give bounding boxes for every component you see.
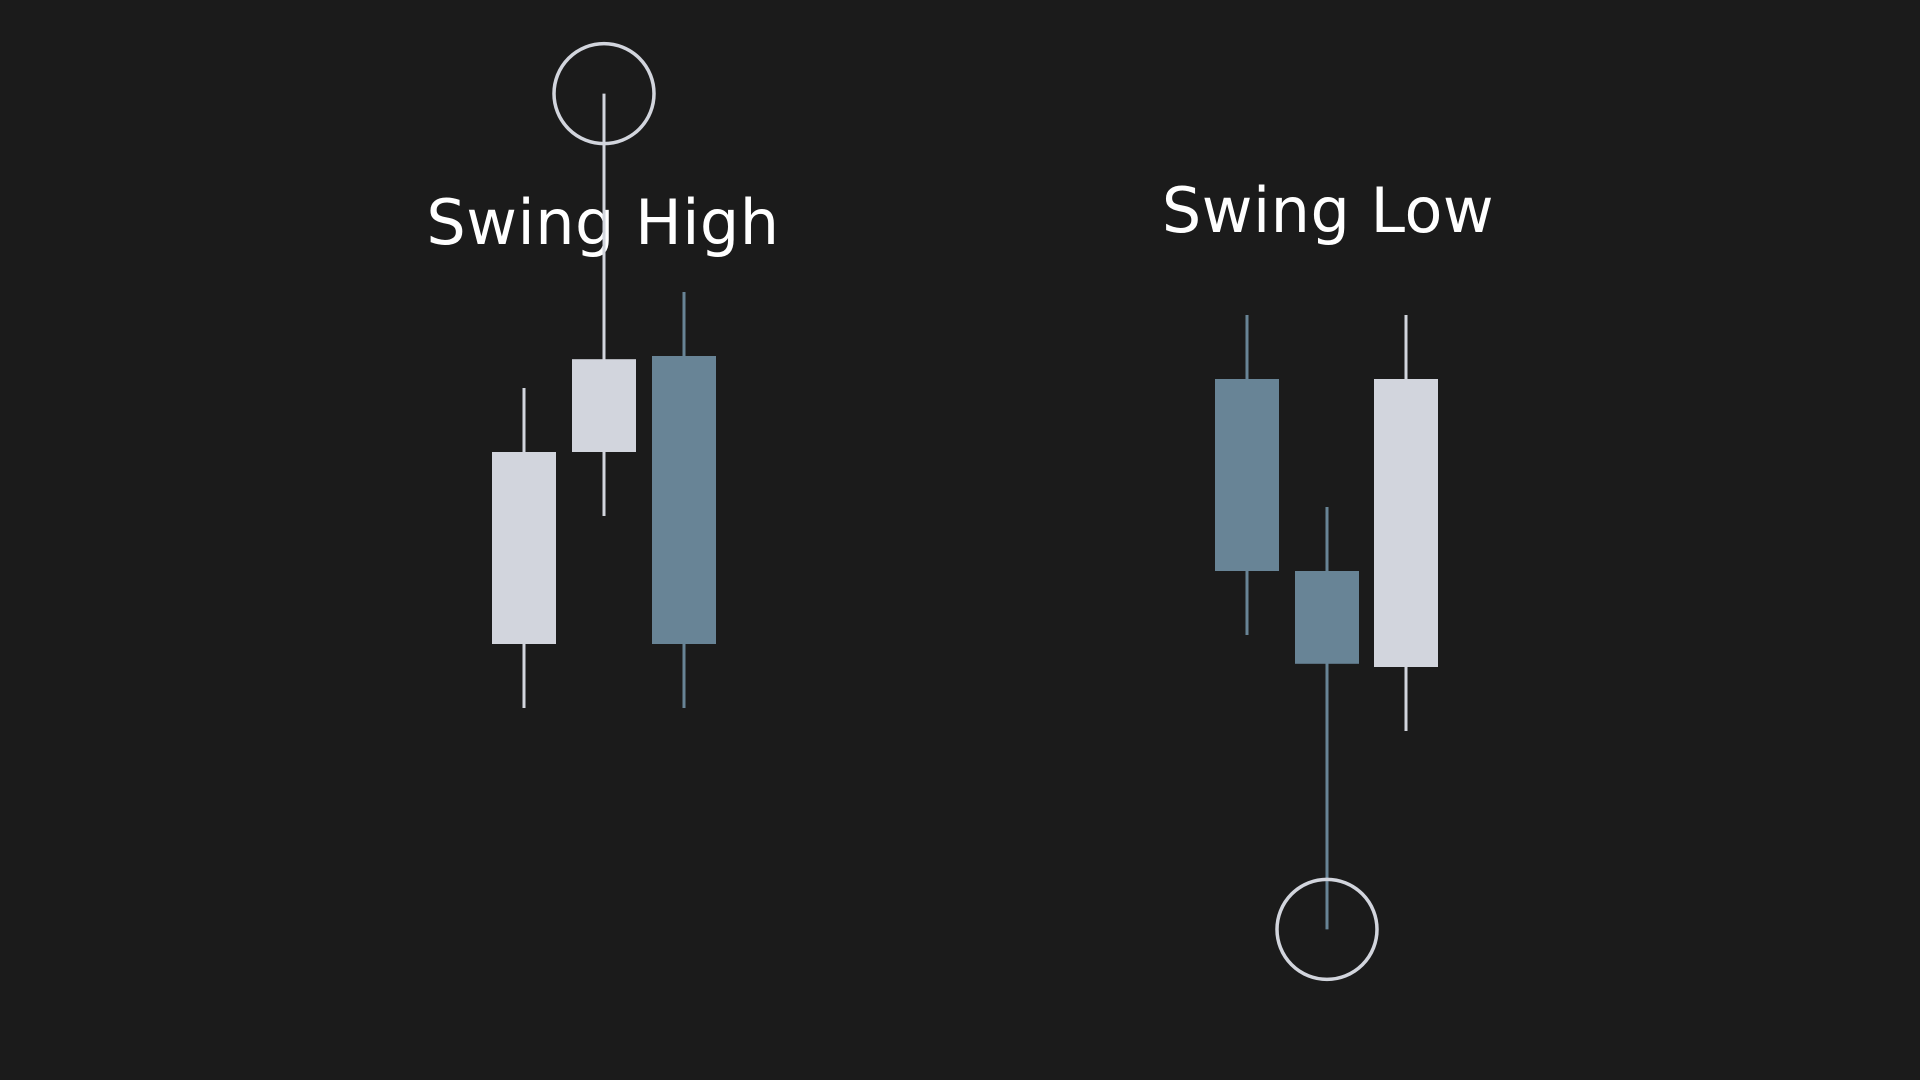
swing-low-candle-2 [1295,507,1359,930]
swing-low-candle-1 [1215,315,1279,635]
swing-high-candles [492,41,716,708]
swing-low-candle-1-body [1215,379,1279,571]
swing-low-candles [1215,315,1438,982]
swing-high-candle-3 [652,292,716,708]
swing-low-candle-3-body [1374,379,1438,667]
swing-high-candle-2-body [572,359,636,452]
swing-low-marker-circle [1275,877,1379,982]
swing-high-candle-3-body [652,356,716,644]
swing-low-title: Swing Low [1161,174,1495,247]
swing-low-candle-2-body [1295,571,1359,664]
swing-high-marker-circle [552,41,656,146]
swing-high-candle-2 [572,93,636,516]
swing-high-candle-1 [492,388,556,708]
swing-high-candle-1-body [492,452,556,644]
swing-low-candle-3 [1374,315,1438,731]
